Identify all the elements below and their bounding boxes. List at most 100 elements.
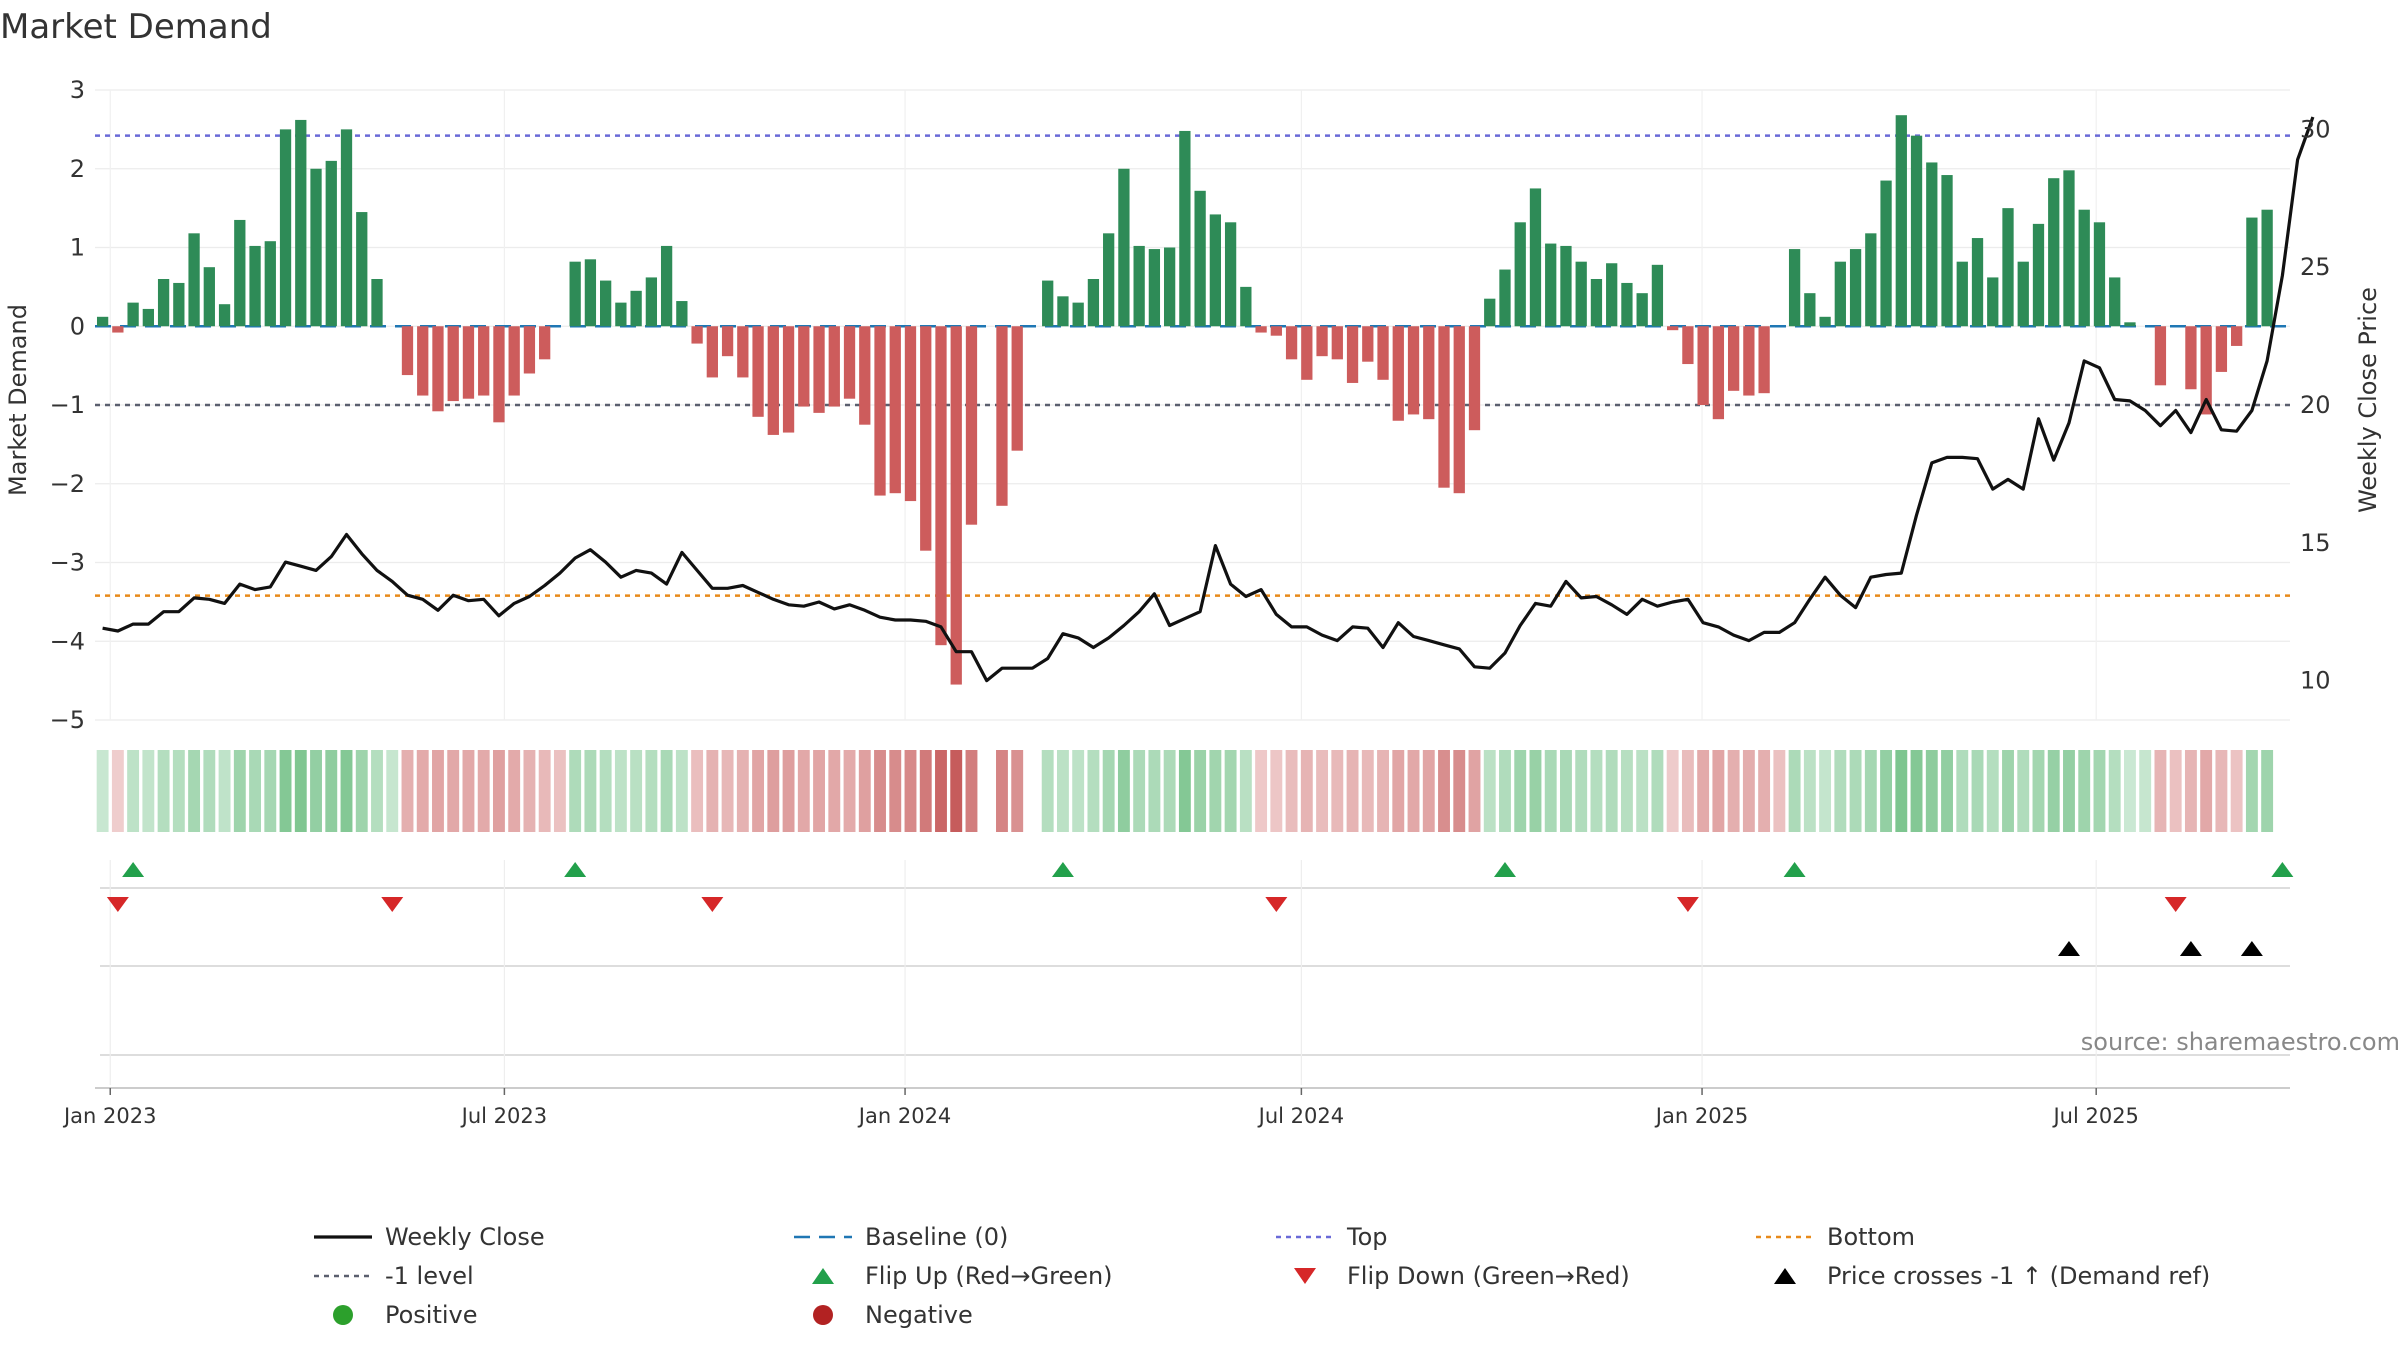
demand-bar (432, 326, 444, 412)
strength-band (96, 750, 2274, 832)
demand-bar (173, 282, 185, 327)
demand-bar (1224, 222, 1237, 327)
strength-cell (1773, 750, 1786, 832)
strength-cell (1422, 750, 1435, 832)
strength-cell (1956, 750, 1969, 832)
strength-cell (1438, 750, 1450, 832)
strength-cell (325, 750, 338, 832)
strength-cell (1681, 750, 1694, 832)
strength-cell (2215, 750, 2228, 832)
demand-bar (1209, 214, 1222, 327)
strength-cell (538, 750, 551, 832)
demand-bar (1941, 175, 1953, 327)
source-note: source: sharemaestro.com (2081, 1028, 2400, 1056)
strength-cell (2200, 750, 2213, 832)
strength-cell (249, 750, 261, 832)
strength-cell (264, 750, 277, 832)
demand-bar (310, 168, 322, 327)
demand-bar (2124, 322, 2136, 327)
demand-bar (1316, 326, 1328, 357)
x-axis: Jan 2023 Jul 2023 Jan 2024 Jul 2024 Jan 2025… (62, 1087, 2290, 1128)
price-cross-marker (2057, 941, 2080, 956)
demand-bar (1849, 249, 1862, 327)
strength-cell (1499, 750, 1511, 832)
y2-tick-label: 25 (2300, 253, 2331, 281)
demand-bar (935, 326, 947, 646)
y-tick-label: −2 (50, 470, 85, 498)
demand-bar (142, 308, 154, 327)
strength-cell (2063, 750, 2075, 832)
demand-bar (965, 326, 978, 525)
strength-cell (1148, 750, 1161, 832)
demand-bar (1834, 261, 1846, 327)
demand-bar (127, 302, 139, 327)
strength-cell (1377, 750, 1389, 832)
flip-down-marker (701, 897, 724, 912)
strength-cell (935, 750, 947, 832)
strength-cell (462, 750, 475, 832)
flip-up-marker (1051, 862, 1074, 877)
demand-bar (660, 245, 673, 327)
flip-down-marker (1265, 897, 1288, 912)
demand-bar (737, 326, 749, 378)
strength-cell (797, 750, 810, 832)
legend-label: Price crosses -1 ↑ (Demand ref) (1827, 1262, 2210, 1290)
strength-cell (1194, 750, 1207, 832)
strength-cell (127, 750, 140, 832)
strength-cell (279, 750, 292, 832)
strength-cell (2124, 750, 2136, 832)
strength-cell (2261, 750, 2274, 832)
y-tick-label: −4 (50, 627, 85, 655)
demand-bar (706, 326, 718, 378)
strength-cell (2245, 750, 2258, 832)
demand-bar (920, 326, 932, 551)
legend-symbol (812, 1268, 834, 1284)
strength-cell (2230, 750, 2243, 832)
legend-label: Baseline (0) (865, 1223, 1008, 1251)
demand-bar (295, 119, 307, 327)
demand-bar (462, 326, 475, 399)
strength-cell (706, 750, 719, 832)
strength-cell (1941, 750, 1953, 832)
strength-cell (1392, 750, 1405, 832)
demand-bar (1163, 247, 1176, 327)
legend-symbol (333, 1305, 353, 1325)
y-axis-left: 3 2 1 0 −1 −2 −3 −4 −5 (50, 76, 85, 734)
strength-cell (432, 750, 444, 832)
strength-cell (1331, 750, 1344, 832)
flip-up-marker (1783, 862, 1806, 877)
strength-cell (721, 750, 734, 832)
y-axis-right: 30 25 20 15 10 (2300, 115, 2331, 694)
demand-bar (2261, 209, 2273, 327)
demand-bar (1240, 286, 1252, 327)
x-tick-label: Jul 2023 (460, 1104, 547, 1128)
demand-bar (1285, 326, 1298, 360)
legend-entry: Price crosses -1 ↑ (Demand ref) (1774, 1262, 2210, 1290)
demand-bar (1103, 233, 1115, 327)
demand-bar (234, 219, 246, 327)
strength-cell (1895, 750, 1908, 832)
demand-bar (843, 326, 856, 399)
demand-bar (1392, 326, 1404, 421)
demand-bar (264, 241, 276, 327)
demand-bar (1910, 135, 1923, 327)
strength-cell (1453, 750, 1466, 832)
strength-cell (1544, 750, 1557, 832)
legend-label: Negative (865, 1301, 973, 1329)
demand-bar (1636, 293, 1648, 327)
weekly-close-line (102, 116, 2315, 683)
demand-bar (2093, 222, 2106, 327)
strength-cell (828, 750, 841, 832)
strength-cell (172, 750, 185, 832)
demand-bar (1499, 269, 1511, 327)
demand-bar (721, 326, 734, 357)
demand-bar (1697, 326, 1709, 405)
demand-bar (1072, 302, 1084, 327)
strength-cell (1712, 750, 1725, 832)
strength-cell (477, 750, 490, 832)
legend-symbol (1774, 1268, 1796, 1284)
strength-cell (310, 750, 322, 832)
strength-cell (1575, 750, 1588, 832)
strength-cell (1087, 750, 1100, 832)
strength-cell (1666, 750, 1679, 832)
